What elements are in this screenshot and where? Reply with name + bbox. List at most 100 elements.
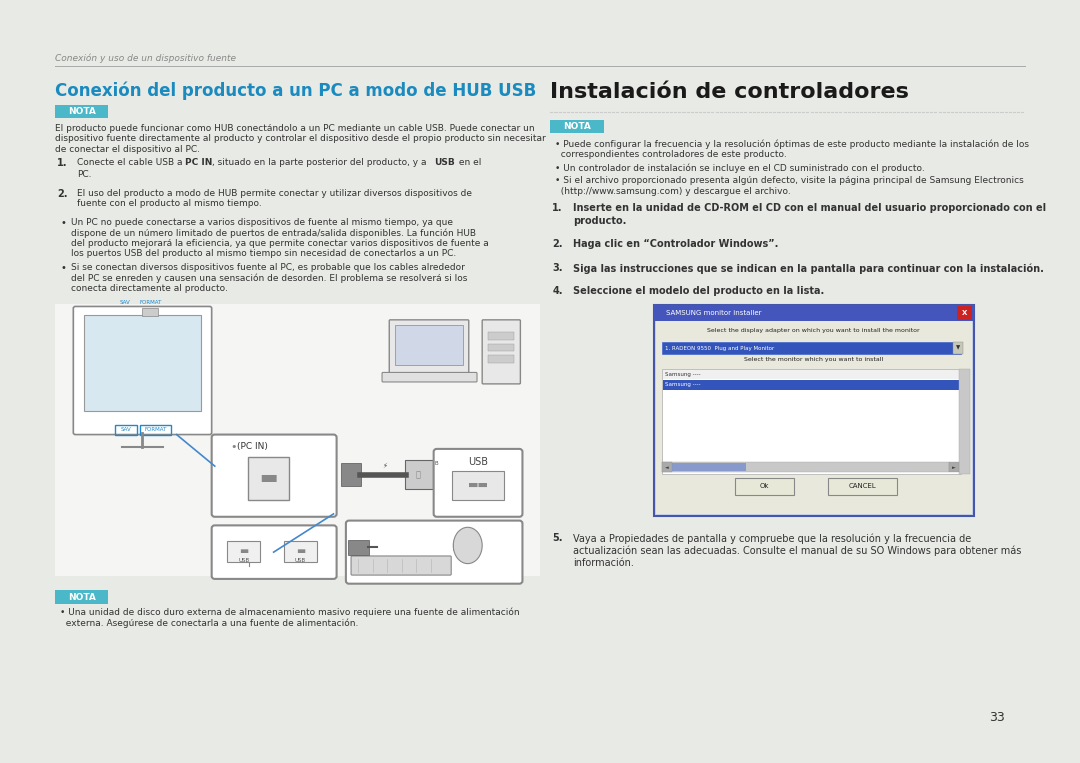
Text: SAV: SAV	[120, 301, 131, 305]
Text: (http://www.samsung.com) y descargue el archivo.: (http://www.samsung.com) y descargue el …	[555, 187, 792, 196]
Text: en el: en el	[457, 158, 482, 167]
Bar	[662, 462, 949, 472]
Text: 33: 33	[989, 711, 1004, 724]
Text: Un PC no puede conectarse a varios dispositivos de fuente al mismo tiempo, ya qu: Un PC no puede conectarse a varios dispo…	[71, 217, 454, 227]
Ellipse shape	[454, 527, 482, 564]
Text: ⬛: ⬛	[416, 470, 421, 479]
Text: , situado en la parte posterior del producto, y a: , situado en la parte posterior del prod…	[212, 158, 429, 167]
Text: información.: información.	[573, 558, 634, 568]
Text: correspondientes controladores de este producto.: correspondientes controladores de este p…	[555, 150, 787, 159]
Text: ▬▬: ▬▬	[468, 480, 488, 490]
Text: ⁠(PC IN): ⁠(PC IN)	[238, 443, 268, 451]
Text: 3.: 3.	[552, 263, 563, 273]
Text: Vaya a Propiedades de pantalla y compruebe que la resolución y la frecuencia de: Vaya a Propiedades de pantalla y comprue…	[573, 533, 971, 543]
Text: 4.: 4.	[552, 286, 563, 296]
Text: Ok: Ok	[759, 483, 769, 489]
Text: Samsung ----: Samsung ----	[665, 372, 701, 377]
Bar	[662, 342, 961, 354]
Text: actualización sean las adecuadas. Consulte el manual de su SO Windows para obten: actualización sean las adecuadas. Consul…	[573, 546, 1022, 556]
Bar	[83, 315, 201, 410]
FancyBboxPatch shape	[434, 449, 523, 517]
FancyBboxPatch shape	[346, 520, 523, 584]
Bar	[488, 344, 514, 352]
Text: de conectar el dispositivo al PC.: de conectar el dispositivo al PC.	[55, 145, 200, 154]
FancyBboxPatch shape	[482, 320, 521, 384]
FancyBboxPatch shape	[212, 526, 337, 579]
Text: del producto mejorará la eficiencia, ya que permite conectar varios dispositivos: del producto mejorará la eficiencia, ya …	[71, 239, 489, 247]
Bar	[55, 304, 540, 576]
Text: • Puede configurar la frecuencia y la resolución óptimas de este producto median: • Puede configurar la frecuencia y la re…	[555, 139, 1029, 149]
Text: Conexión del producto a un PC a modo de HUB USB: Conexión del producto a un PC a modo de …	[55, 82, 536, 100]
Text: NOTA: NOTA	[68, 593, 95, 601]
Text: 1.: 1.	[552, 203, 563, 213]
Text: Si se conectan diversos dispositivos fuente al PC, es probable que los cables al: Si se conectan diversos dispositivos fue…	[71, 263, 465, 272]
Text: Seleccione el modelo del producto en la lista.: Seleccione el modelo del producto en la …	[573, 286, 824, 296]
Text: dispone de un número limitado de puertos de entrada/salida disponibles. La funci: dispone de un número limitado de puertos…	[71, 228, 476, 237]
Text: 2.: 2.	[552, 239, 563, 249]
Text: USB: USB	[295, 558, 306, 563]
Text: Haga clic en “Controlador Windows”.: Haga clic en “Controlador Windows”.	[573, 239, 779, 249]
Text: ◄: ◄	[665, 465, 669, 469]
Text: El producto puede funcionar como HUB conectándolo a un PC mediante un cable USB.: El producto puede funcionar como HUB con…	[55, 124, 535, 133]
Text: Siga las instrucciones que se indican en la pantalla para continuar con la insta: Siga las instrucciones que se indican en…	[573, 263, 1044, 274]
FancyBboxPatch shape	[551, 120, 604, 134]
Text: USB: USB	[468, 456, 488, 466]
Text: Conexión y uso de un dispositivo fuente: Conexión y uso de un dispositivo fuente	[55, 53, 235, 63]
Text: SAMSUNG monitor installer: SAMSUNG monitor installer	[666, 310, 761, 316]
FancyBboxPatch shape	[55, 591, 108, 604]
Text: PC IN: PC IN	[185, 158, 212, 167]
FancyBboxPatch shape	[212, 435, 337, 517]
Text: 1. RADEON 9550  Plug and Play Monitor: 1. RADEON 9550 Plug and Play Monitor	[665, 346, 774, 350]
FancyBboxPatch shape	[340, 463, 362, 486]
Bar	[488, 356, 514, 363]
Bar	[656, 320, 972, 514]
FancyBboxPatch shape	[382, 372, 477, 382]
Text: Instalación de controladores: Instalación de controladores	[551, 82, 909, 101]
Text: dispositivo fuente directamente al producto y controlar el dispositivo desde el : dispositivo fuente directamente al produ…	[55, 134, 545, 143]
Text: PC.: PC.	[78, 169, 92, 179]
Text: B: B	[434, 461, 438, 466]
Text: ►: ►	[953, 465, 956, 469]
Text: •: •	[60, 217, 67, 227]
FancyBboxPatch shape	[73, 307, 212, 435]
Text: SAV: SAV	[121, 427, 132, 433]
Bar	[653, 305, 974, 320]
Bar	[663, 380, 959, 390]
Text: 1.: 1.	[57, 158, 67, 169]
Bar	[395, 324, 462, 365]
FancyBboxPatch shape	[348, 539, 368, 555]
Bar	[488, 332, 514, 340]
Text: • Si el archivo proporcionado presenta algún defecto, visite la página principal: • Si el archivo proporcionado presenta a…	[555, 176, 1024, 185]
Text: ▬: ▬	[296, 546, 305, 556]
Bar	[953, 342, 963, 354]
Text: del PC se enreden y causen una sensación de desorden. El problema se resolverá s: del PC se enreden y causen una sensación…	[71, 274, 468, 283]
Text: Select the monitor which you want to install: Select the monitor which you want to ins…	[744, 357, 883, 362]
Bar	[453, 471, 504, 500]
FancyBboxPatch shape	[735, 478, 794, 494]
Bar	[664, 463, 746, 471]
Text: •: •	[230, 443, 237, 452]
Text: USB: USB	[434, 158, 455, 167]
Text: • Una unidad de disco duro externa de almacenamiento masivo requiere una fuente : • Una unidad de disco duro externa de al…	[59, 607, 519, 617]
Bar	[957, 307, 972, 320]
Text: 2.: 2.	[57, 189, 67, 199]
Text: 5.: 5.	[552, 533, 563, 543]
Text: ▬: ▬	[259, 468, 278, 487]
Text: producto.: producto.	[573, 216, 626, 226]
Bar	[663, 369, 959, 379]
Bar	[247, 456, 289, 500]
Bar	[949, 462, 959, 472]
Bar	[662, 369, 961, 474]
Text: ⁠⚡: ⁠⚡	[382, 463, 388, 469]
Text: Conecte el cable USB a: Conecte el cable USB a	[78, 158, 186, 167]
Text: Inserte en la unidad de CD-ROM el CD con el manual del usuario proporcionado con: Inserte en la unidad de CD-ROM el CD con…	[573, 203, 1047, 213]
Bar	[227, 541, 260, 562]
Bar	[143, 308, 158, 316]
Text: CANCEL: CANCEL	[848, 483, 876, 489]
Text: X: X	[961, 310, 967, 316]
Text: los puertos USB del producto al mismo tiempo sin necesidad de conectarlos a un P: los puertos USB del producto al mismo ti…	[71, 249, 457, 258]
FancyBboxPatch shape	[405, 460, 433, 489]
Bar	[284, 541, 318, 562]
Text: • Un controlador de instalación se incluye en el CD suministrado con el producto: • Un controlador de instalación se inclu…	[555, 163, 926, 172]
Text: FORMAT: FORMAT	[139, 301, 162, 305]
